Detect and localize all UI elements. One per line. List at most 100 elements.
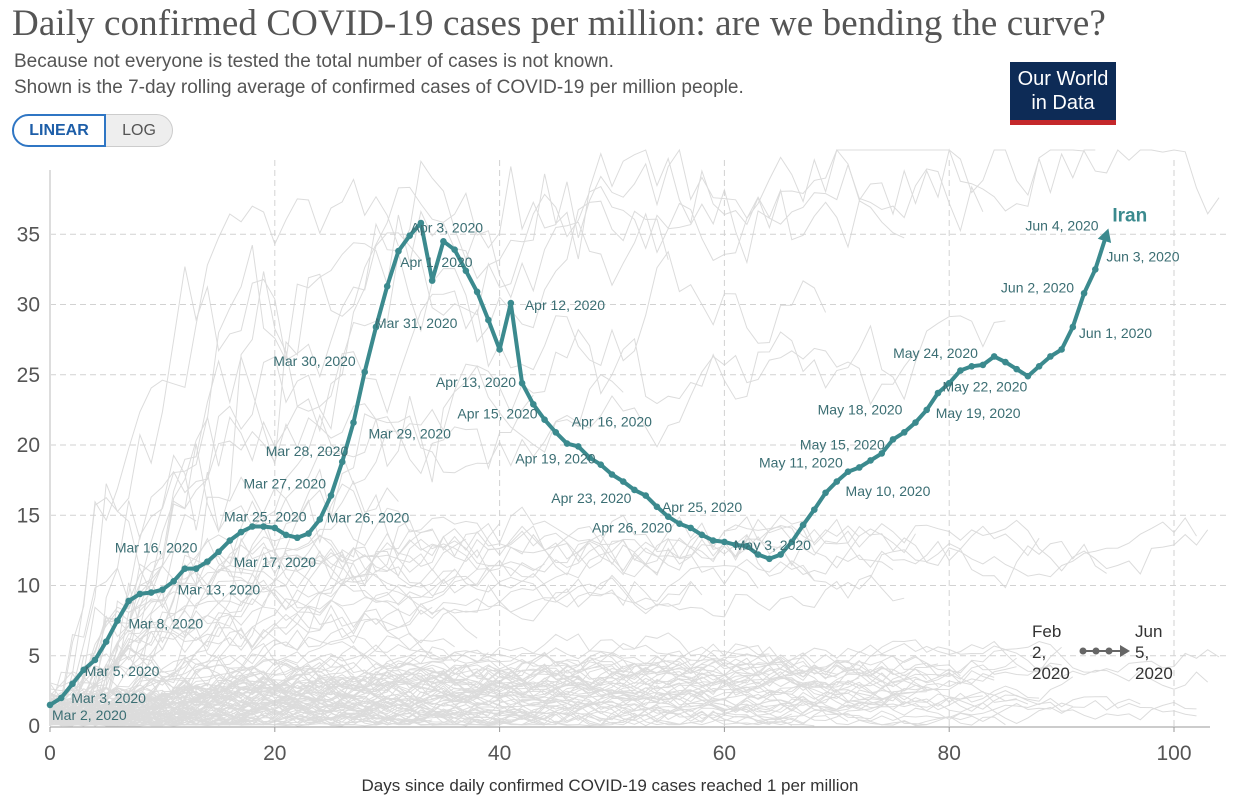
background-country-line [49, 577, 692, 719]
timeline-slider[interactable] [1079, 645, 1131, 657]
y-tick-label: 20 [17, 434, 40, 457]
iran-data-point [900, 429, 908, 436]
background-country-line [49, 646, 939, 726]
iran-data-point [237, 528, 245, 536]
point-annotation: Apr 23, 2020 [551, 490, 631, 506]
background-country-line [49, 657, 1017, 712]
iran-data-point [642, 492, 650, 499]
iran-data-point [181, 565, 189, 572]
iran-data-point [372, 323, 380, 331]
background-country-line [49, 659, 680, 725]
iran-data-point [204, 558, 211, 565]
background-country-line [49, 655, 894, 727]
iran-data-point [395, 247, 402, 255]
background-country-line [49, 634, 433, 720]
point-annotation: Mar 29, 2020 [368, 426, 451, 442]
x-axis-label: Days since daily confirmed COVID-19 case… [361, 776, 859, 795]
iran-data-point [1013, 365, 1020, 373]
iran-data-point [799, 521, 807, 529]
point-annotation: Mar 16, 2020 [115, 540, 198, 556]
point-annotation: Apr 15, 2020 [457, 406, 537, 422]
background-country-line [49, 690, 983, 718]
x-tick-label: 100 [1156, 742, 1191, 765]
iran-data-point [80, 666, 88, 674]
background-country-line [49, 670, 837, 720]
y-tick-label: 30 [17, 294, 40, 317]
point-annotation: Apr 26, 2020 [592, 520, 672, 536]
x-axis: 0 20 40 60 80 100 [44, 726, 1210, 765]
iran-data-point [383, 282, 391, 290]
iran-data-point [102, 638, 110, 645]
our-world-in-data-logo[interactable]: Our World in Data [1010, 62, 1116, 125]
background-country-line [49, 163, 984, 722]
scale-toggle: LINEAR LOG [12, 114, 173, 147]
iran-data-point [1024, 372, 1032, 380]
background-country-line [49, 682, 1040, 722]
log-scale-button[interactable]: LOG [106, 114, 173, 147]
background-country-line [49, 639, 1220, 724]
point-annotation: Mar 5, 2020 [85, 663, 160, 679]
iran-data-point [451, 246, 458, 254]
x-tick-label: 80 [938, 742, 961, 765]
timeline-end-handle[interactable] [1120, 645, 1130, 657]
iran-data-point [945, 379, 953, 387]
background-country-line [49, 680, 961, 722]
iran-data-point [766, 555, 773, 563]
y-tick-label: 15 [17, 504, 40, 527]
y-tick-label: 25 [17, 364, 40, 387]
background-country-line [49, 517, 1197, 725]
iran-data-point [1069, 323, 1077, 331]
iran-data-point [721, 538, 728, 546]
iran-data-point [990, 353, 998, 360]
x-tick-label: 40 [488, 742, 511, 765]
background-country-line [49, 529, 433, 716]
point-annotation: Mar 26, 2020 [327, 509, 410, 525]
point-annotation: Apr 12, 2020 [525, 297, 605, 313]
background-country-line [49, 538, 815, 716]
iran-data-point [114, 617, 121, 624]
timeline-dot [1105, 647, 1113, 655]
background-country-line [49, 636, 691, 714]
iran-data-point [417, 219, 425, 227]
point-annotation: Mar 31, 2020 [375, 315, 458, 331]
background-country-line [49, 654, 928, 718]
iran-data-point [530, 400, 537, 408]
iran-data-point [631, 486, 638, 494]
iran-data-point [597, 461, 605, 468]
point-annotation: Mar 27, 2020 [244, 476, 327, 492]
point-annotation: Mar 30, 2020 [273, 353, 356, 369]
iran-data-point [440, 237, 447, 245]
logo-line-1: Our World [1017, 68, 1109, 90]
background-country-line [49, 564, 759, 701]
iran-data-point [462, 267, 470, 275]
iran-data-point [788, 538, 796, 546]
iran-data-point [293, 534, 301, 542]
iran-data-point [1035, 363, 1043, 370]
iran-data-point [260, 523, 267, 530]
iran-data-point [574, 443, 582, 450]
iran-data-point [1047, 353, 1054, 360]
logo-line-2: in Data [1031, 92, 1095, 114]
point-annotation: Jun 3, 2020 [1106, 248, 1179, 264]
iran-data-point [249, 523, 256, 530]
point-annotation: Mar 8, 2020 [128, 616, 203, 632]
iran-data-point [563, 440, 571, 447]
point-annotation: Apr 25, 2020 [662, 499, 742, 515]
background-country-line [49, 645, 1062, 723]
iran-data-point [687, 524, 694, 532]
background-country-line [49, 394, 534, 726]
iran-data-point [934, 389, 942, 397]
y-tick-label: 5 [28, 645, 40, 668]
iran-data-point [811, 506, 818, 513]
point-annotation: May 11, 2020 [759, 455, 843, 471]
background-country-line [49, 701, 1197, 727]
linear-scale-button[interactable]: LINEAR [12, 114, 106, 147]
timeline-start-handle[interactable] [1079, 647, 1087, 655]
iran-data-point [46, 701, 54, 709]
y-axis: 0 5 10 15 20 25 30 35 [17, 170, 51, 738]
iran-data-point [226, 537, 234, 544]
iran-data-point [844, 468, 852, 475]
iran-data-point [619, 478, 627, 485]
